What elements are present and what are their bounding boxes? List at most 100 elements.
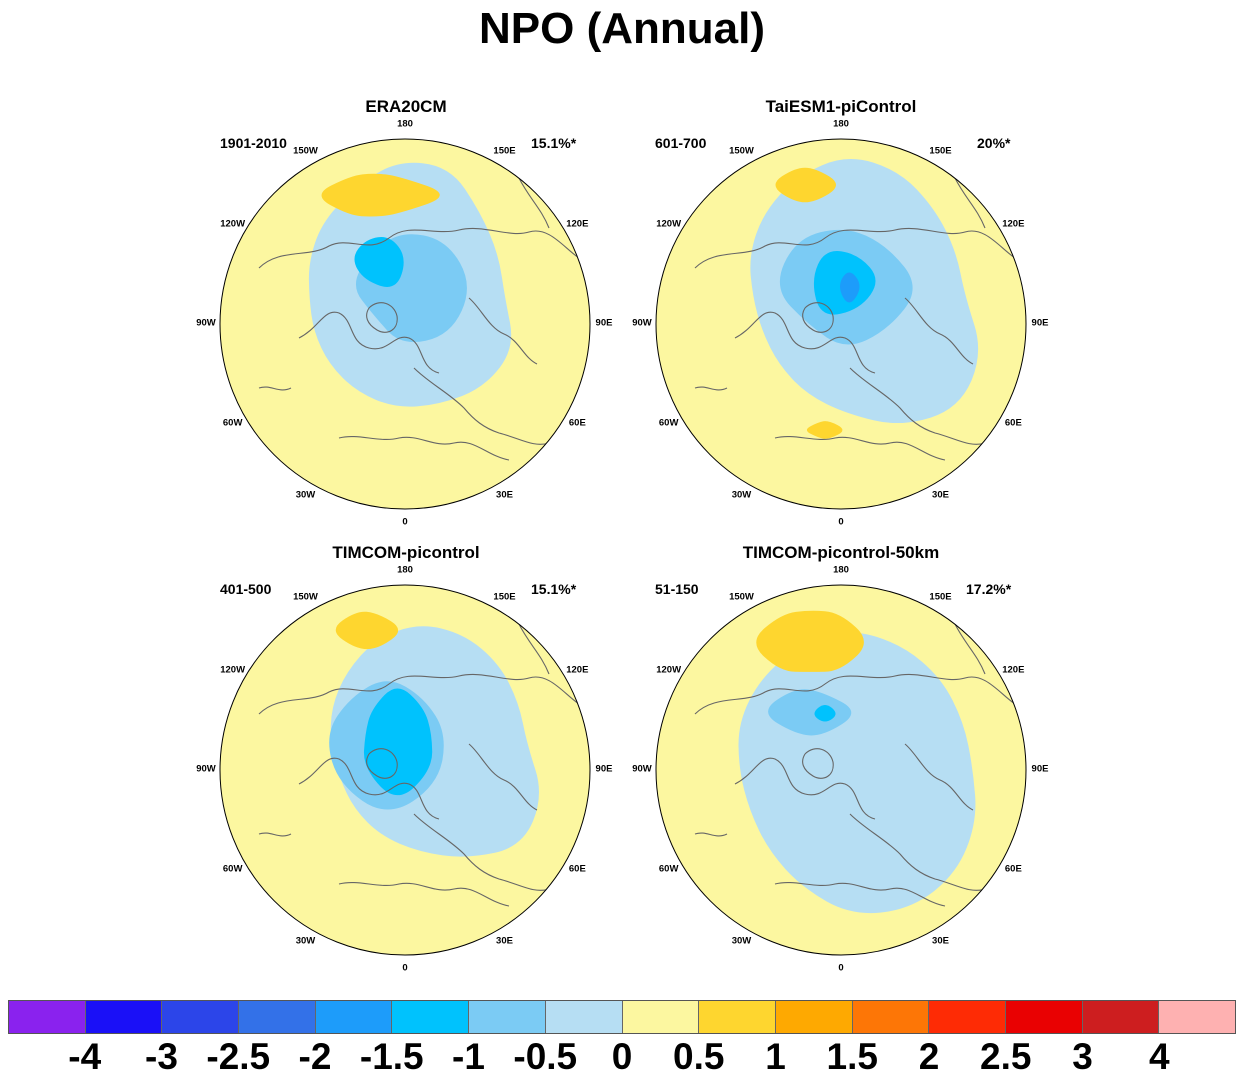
longitude-label: 30E [496, 935, 513, 947]
colorbar-label: -4 [68, 1036, 102, 1077]
positive-anomaly-contour-1 [806, 421, 843, 439]
coastline [413, 367, 550, 445]
panel-period: 1901-2010 [220, 135, 287, 151]
coastline [802, 302, 834, 333]
coastline [518, 623, 550, 675]
longitude-label: 120W [656, 664, 682, 675]
colorbar-cell [1005, 1001, 1083, 1033]
negative-anomaly-contour-2 [354, 236, 404, 287]
positive-anomaly-contour-1 [775, 167, 836, 203]
negative-anomaly-contour-2 [814, 705, 836, 722]
map-field [220, 585, 590, 955]
colorbar-cell [1159, 1001, 1235, 1033]
longitude-label: 30E [932, 935, 949, 947]
longitude-label: 150W [293, 591, 318, 603]
panel-variance: 15.1%* [531, 581, 577, 597]
longitude-label: 150E [493, 145, 516, 157]
negative-anomaly-contour-2 [363, 688, 433, 796]
longitude-label: 180 [397, 564, 413, 576]
longitude-label: 60E [1004, 863, 1022, 874]
longitude-label: 150E [929, 591, 952, 603]
longitude-label: 180 [833, 564, 849, 576]
map-field [656, 585, 1026, 955]
longitude-label: 120E [1002, 664, 1025, 675]
longitude-label: 120W [220, 218, 246, 229]
panel-title-era20cm: ERA20CM [365, 97, 447, 116]
colorbar-cell [392, 1001, 470, 1033]
colorbar-label: 3 [1072, 1036, 1093, 1077]
longitude-label: 120E [566, 664, 589, 675]
panel-period: 601-700 [655, 135, 707, 151]
longitude-label: 120W [656, 218, 682, 229]
longitude-label: 90E [1031, 317, 1049, 329]
map-field [220, 139, 590, 509]
longitude-label: 150E [929, 145, 952, 157]
panel-period: 51-150 [655, 581, 699, 597]
longitude-label: 90E [1031, 763, 1049, 775]
longitude-label: 30E [932, 489, 949, 501]
longitude-label: 180 [397, 118, 413, 130]
map-border [655, 138, 1027, 510]
longitude-label: 60W [658, 863, 679, 874]
polar-map-taiesm1 [655, 138, 1027, 510]
coastline [954, 623, 986, 675]
map-border [655, 584, 1027, 956]
colorbar-label: -3 [145, 1036, 178, 1077]
coastline [413, 813, 550, 891]
longitude-label: 60W [658, 417, 679, 428]
coastline [904, 297, 974, 365]
colorbar [8, 1000, 1236, 1034]
coastline [338, 882, 510, 907]
longitude-label: 120E [1002, 218, 1025, 229]
coastline [849, 367, 986, 445]
colorbar-label: 2 [918, 1036, 940, 1077]
colorbar-label: -2 [298, 1036, 332, 1077]
colorbar-cell [545, 1001, 623, 1033]
longitude-label: 60E [568, 417, 586, 428]
coastline [734, 757, 876, 820]
map-border [219, 584, 591, 956]
longitude-label: 30W [731, 489, 752, 501]
positive-anomaly-contour-1 [335, 611, 399, 650]
colorbar-cell [699, 1001, 776, 1033]
positive-anomaly-contour-1 [756, 610, 864, 672]
longitude-label: 30W [295, 489, 316, 501]
coastline [468, 743, 538, 811]
longitude-label: 90W [632, 763, 652, 775]
colorbar-label: 4 [1148, 1036, 1170, 1077]
longitude-label: 60E [568, 863, 586, 874]
colorbar-cell [315, 1001, 393, 1033]
longitude-label: 0 [402, 516, 408, 528]
coastline [518, 177, 550, 229]
negative-anomaly-contour-3 [840, 272, 860, 303]
figure-title: NPO (Annual) [479, 4, 765, 53]
colorbar-cell [469, 1001, 546, 1033]
colorbar-label: 1.5 [826, 1036, 878, 1077]
panel-period: 401-500 [220, 581, 272, 597]
coastline [258, 386, 292, 391]
coastline [298, 311, 440, 374]
colorbar-cell [775, 1001, 853, 1033]
coastline [366, 748, 398, 779]
coastline [366, 302, 398, 333]
longitude-label: 60W [222, 417, 243, 428]
longitude-label: 30W [731, 935, 752, 947]
colorbar-label: -0.5 [513, 1036, 578, 1077]
longitude-label: 60W [222, 863, 243, 874]
coastline [802, 748, 834, 779]
longitude-label: 30E [496, 489, 513, 501]
map-field [656, 139, 1026, 509]
longitude-label: 120W [220, 664, 246, 675]
panel-title-timcom-50km: TIMCOM-picontrol-50km [742, 543, 940, 562]
colorbar-cell [622, 1001, 700, 1033]
coastline [694, 673, 1016, 715]
longitude-label: 150E [493, 591, 516, 603]
longitude-label: 90W [196, 317, 216, 329]
colorbar-cell [239, 1001, 316, 1033]
colorbar-label: -1 [452, 1036, 485, 1077]
panel-variance: 17.2%* [966, 581, 1012, 597]
coastline [849, 813, 986, 891]
longitude-label: 120E [566, 218, 589, 229]
colorbar-label: -2.5 [206, 1036, 271, 1077]
longitude-label: 150W [293, 145, 318, 157]
